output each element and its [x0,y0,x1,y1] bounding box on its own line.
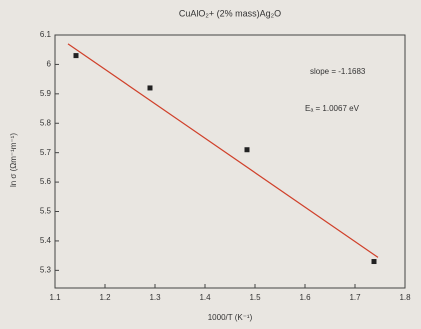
chart-title: CuAlO₂+ (2% mass)Ag₂O [179,8,281,18]
x-tick-label: 1.6 [299,293,311,302]
x-tick-label: 1.2 [99,293,111,302]
y-tick-label: 5.5 [40,207,52,216]
point [244,147,250,153]
y-tick-label: 5.6 [40,177,52,186]
y-tick-label: 6 [47,60,52,69]
plot-frame [54,34,406,289]
point [73,53,79,59]
y-tick-label: 5.8 [40,118,52,127]
x-axis-label: 1000/T (K⁻¹) [208,313,253,322]
annotation: slope = -1.1683 [310,67,366,76]
x-tick-label: 1.5 [249,293,261,302]
point [147,85,153,91]
annotation: Eₐ = 1.0067 eV [305,104,360,113]
x-tick-label: 1.4 [199,293,211,302]
y-tick-label: 5.9 [40,89,52,98]
y-tick-label: 5.4 [40,236,52,245]
point [371,259,377,265]
x-tick-label: 1.8 [399,293,411,302]
y-tick-label: 5.3 [40,265,52,274]
x-tick-label: 1.3 [149,293,161,302]
x-tick-label: 1.7 [349,293,361,302]
y-axis-label: ln σ (Ωm⁻¹m⁻¹) [9,133,18,187]
x-tick-label: 1.1 [49,293,61,302]
fit-line [67,43,379,258]
y-tick-label: 6.1 [40,30,52,39]
y-tick-label: 5.7 [40,148,52,157]
